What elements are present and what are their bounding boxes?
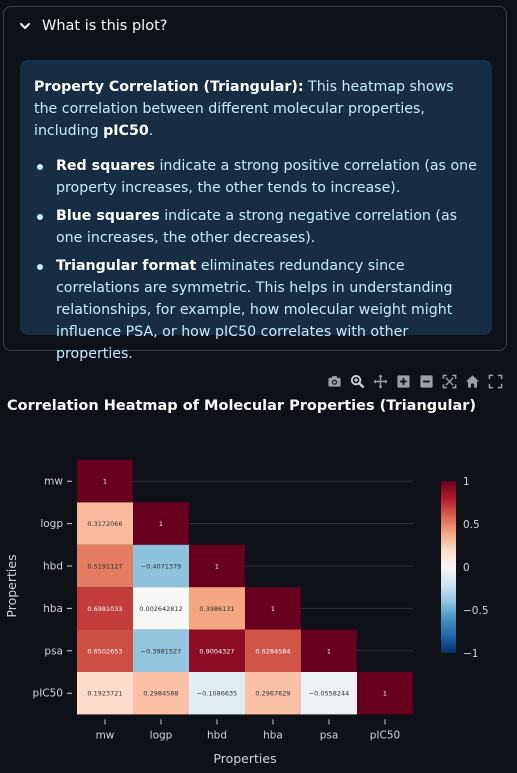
heatmap-cell[interactable] [133,502,189,545]
zoom-out-icon[interactable] [419,374,434,389]
info-heading-bold2: pIC50 [103,123,149,139]
cell-value-label: −0.0558244 [309,690,350,698]
x-tick-label: hba [263,729,283,741]
cell-value-label: 0.2967629 [255,690,290,698]
cell-value-label: 0.3986131 [199,605,234,613]
heatmap-cell[interactable] [245,672,301,715]
chart-title: Correlation Heatmap of Molecular Propert… [7,398,477,414]
cell-value-label: 1 [103,478,107,486]
heatmap-cell[interactable] [77,502,133,545]
axis-tick-labels: mw mw logp logp hbd hbd hba hba psa psa pIC50 pIC50 [33,476,401,742]
heatmap-cell[interactable] [77,629,133,672]
chart-modebar [327,374,503,389]
autoscale-icon[interactable] [442,374,457,389]
x-tick-label: hbd [207,729,227,741]
home-icon[interactable] [465,374,480,389]
info-heading-text: This heatmap shows the correlation betwe… [34,79,454,139]
heatmap-cell[interactable] [133,672,189,715]
bullet-bold: Blue squares [56,208,160,224]
heatmap-cell[interactable] [189,629,245,672]
cell-value-label: −0.4071379 [141,563,182,571]
bullet-text: indicate a strong positive correlation (… [56,158,477,196]
heatmap-cell[interactable] [189,672,245,715]
info-box: Property Correlation (Triangular): This … [20,60,492,362]
y-axis-label: Properties [4,554,19,617]
heatmap-cell[interactable] [189,587,245,630]
zoom-in-icon[interactable] [396,374,411,389]
cell-value-label: 1 [215,563,219,571]
y-tick-label: logp [40,518,63,530]
x-tick-label: logp [150,729,173,741]
zoom-icon[interactable] [350,374,365,389]
bullet-bold: Triangular format [56,258,197,274]
info-heading-end: . [148,123,154,139]
expander-header[interactable]: What is this plot? [4,7,506,45]
cell-value-label: 0.6981033 [87,605,122,613]
list-item: Blue squares indicate a strong negative … [34,205,478,249]
heatmap-cell[interactable] [301,629,357,672]
bullet-bold: Red squares [56,158,155,174]
heatmap-cell[interactable] [301,672,357,715]
bullet-text: eliminates redundancy since correlations… [56,258,453,362]
info-bullet-list: Red squares indicate a strong positive c… [34,155,478,365]
bullet-text: indicate a strong negative correlation (… [56,208,458,246]
x-axis-label: Properties [213,751,276,766]
heatmap-cell[interactable] [245,587,301,630]
info-heading-bold: Property Correlation (Triangular): [34,79,304,95]
list-item: Red squares indicate a strong positive c… [34,155,478,199]
expander-title: What is this plot? [42,18,168,34]
heatmap-cells [77,460,413,715]
cell-value-label: 1 [383,690,387,698]
cell-value-label: 0.002642812 [139,605,182,613]
colorbar-tick-label: 0.5 [463,519,480,531]
colorbar-tick-label: 1 [463,476,470,488]
x-tick-label: psa [320,729,339,741]
plot-explainer-expander: What is this plot? Property Correlation … [3,6,507,362]
y-tick-label: hbd [43,561,63,573]
colorbar [441,481,456,653]
info-heading: Property Correlation (Triangular): This … [34,76,478,142]
heatmap-cell[interactable] [133,587,189,630]
cell-value-label: 0.3172066 [87,520,122,528]
chevron-down-icon [18,19,32,33]
cell-value-label: 0.1923721 [87,690,122,698]
heatmap-cell[interactable] [77,672,133,715]
colorbar-ticks: 1 0.5 0 −0.5 −1 [463,476,489,660]
cell-value-label: −0.3981527 [141,647,182,655]
pan-icon[interactable] [373,374,388,389]
y-tick-label: hba [43,603,63,615]
cell-value-label: 0.6502653 [87,647,122,655]
cell-value-label: 1 [159,520,163,528]
x-tick-label: pIC50 [370,729,400,741]
heatmap-cell[interactable] [77,587,133,630]
list-item: Triangular format eliminates redundancy … [34,255,478,365]
heatmap-cell[interactable] [133,629,189,672]
colorbar-tick-label: 0 [463,562,470,574]
cell-value-label: 0.5191127 [87,563,122,571]
heatmap-cell[interactable] [245,629,301,672]
heatmap-data-labels: 1 0.3172066 1 0.5191127 −0.4071379 1 0.6981033… [87,478,387,698]
heatmap-cell[interactable] [357,672,413,715]
heatmap-cell[interactable] [133,544,189,588]
cell-value-label: 1 [271,605,275,613]
cell-value-label: 0.2984588 [143,690,178,698]
heatmap-cell[interactable] [189,544,245,588]
y-tick-label: mw [44,476,63,488]
cell-value-label: 1 [327,647,331,655]
x-tick-label: mw [96,729,115,741]
heatmap-cell[interactable] [77,460,133,503]
heatmap-cell[interactable] [77,544,133,588]
y-tick-label: pIC50 [33,688,63,700]
fullscreen-icon[interactable] [488,374,503,389]
cell-value-label: 0.9004327 [199,647,234,655]
correlation-heatmap: 1 0.3172066 1 0.5191127 −0.4071379 1 0.6981033… [4,460,489,766]
y-tick-label: psa [44,645,63,657]
cell-value-label: 0.6284584 [255,647,290,655]
camera-icon[interactable] [327,374,342,389]
cell-value-label: −0.1086635 [197,690,238,698]
colorbar-tick-label: −1 [463,648,478,660]
colorbar-tick-label: −0.5 [463,605,489,617]
